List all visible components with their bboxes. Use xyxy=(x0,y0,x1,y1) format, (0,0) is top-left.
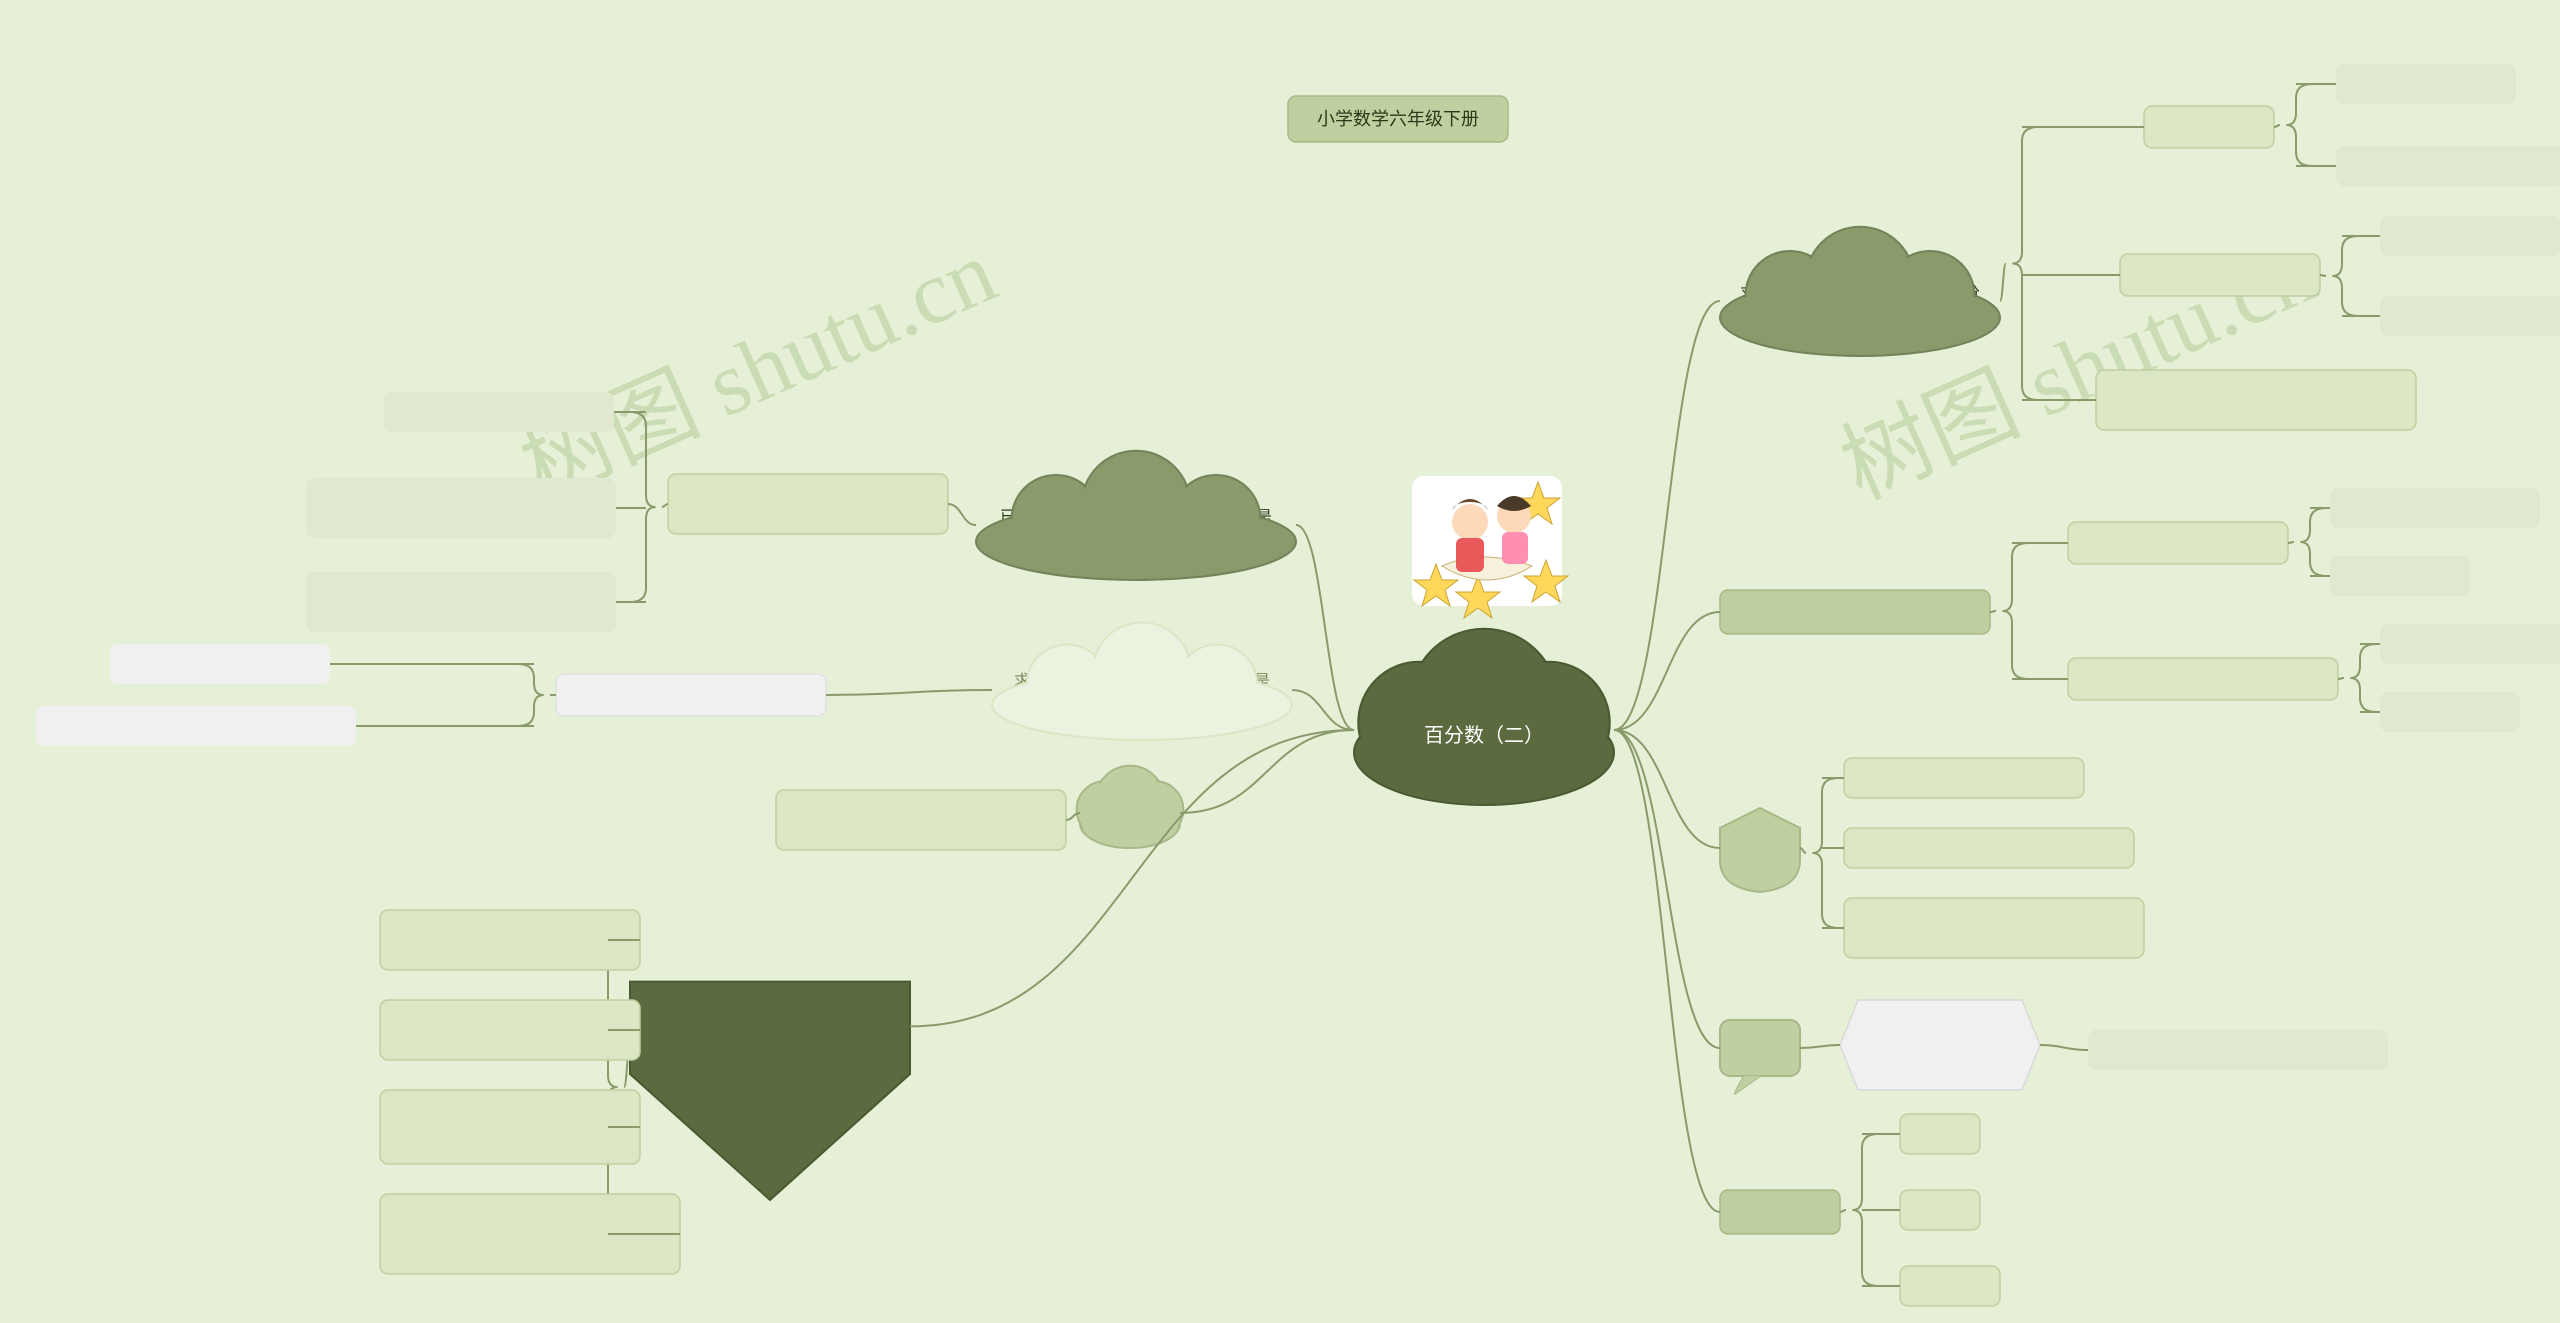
mindmap-canvas: 树图 shutu.cn树图 shutu.cn百分数（二）小学数学六年级下册求一个… xyxy=(0,0,2560,1323)
illustration-children xyxy=(1412,476,1568,618)
page-title: 小学数学六年级下册 xyxy=(1288,96,1508,142)
center-node: 百分数（二） xyxy=(1374,716,1594,756)
